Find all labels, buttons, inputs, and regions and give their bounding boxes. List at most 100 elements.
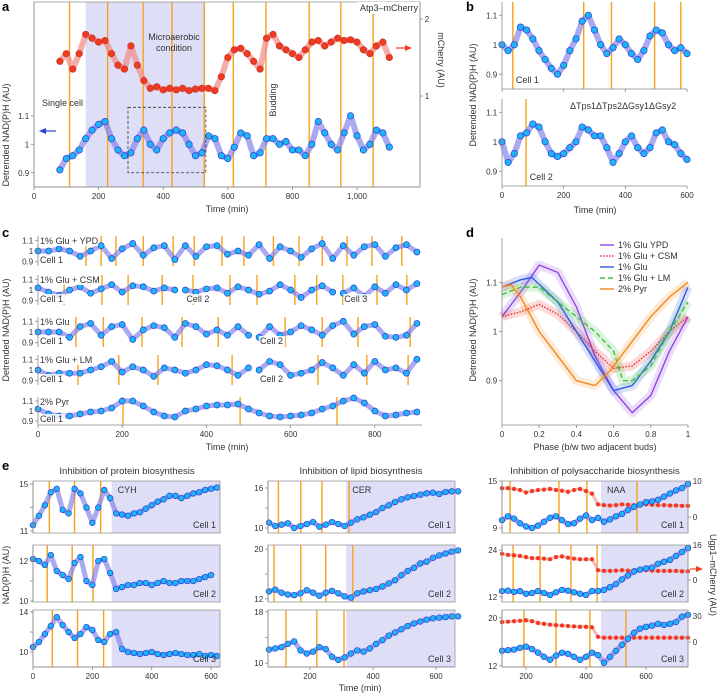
c-row4-cell2-point xyxy=(255,366,263,374)
e-nadph-point xyxy=(341,522,348,530)
a-nadph-point xyxy=(69,152,77,160)
e-nadph-point xyxy=(582,653,590,660)
c-row5-cell1-point xyxy=(382,412,389,420)
e-nadph-point xyxy=(534,649,542,656)
b-cell1-point xyxy=(634,55,642,64)
e-nadph-point xyxy=(588,649,596,656)
c-row3-cell1-point xyxy=(108,323,116,330)
e-nadph-point xyxy=(309,648,317,655)
e-nadph-point xyxy=(429,489,437,496)
c-row1-cell1-point xyxy=(45,247,52,255)
c-row1-cell1-point xyxy=(129,240,137,247)
e-nadph-point xyxy=(265,519,273,526)
e-nadph-point xyxy=(522,523,530,530)
a-mcherry-point xyxy=(179,84,187,92)
d-series-line xyxy=(501,276,689,392)
a-nadph-point xyxy=(366,140,374,148)
a-nadph-point xyxy=(82,135,90,143)
e-nadph-point xyxy=(207,485,215,492)
a-nadph-point xyxy=(153,146,161,154)
a-nadph-point xyxy=(211,135,219,143)
c-row3-cell2-point xyxy=(287,328,294,336)
c-row5-cell1-point xyxy=(192,405,200,413)
c-row2-cell2-point xyxy=(203,285,210,293)
e-nadph-point xyxy=(552,589,560,596)
d-legend-label: 1% Glu + LM xyxy=(618,273,670,283)
a-mcherry-point xyxy=(56,57,64,65)
panel-letter-d: d xyxy=(466,225,474,240)
c-y-tick-label: 1.1 xyxy=(22,236,34,245)
c-row2-cell2-point xyxy=(182,286,189,294)
e-nadph-point xyxy=(303,520,310,528)
a-nadph-point xyxy=(340,129,348,137)
a-nadph-point xyxy=(379,129,387,137)
e-nadph-point xyxy=(455,488,462,495)
e-cell-label: Cell 2 xyxy=(193,589,216,599)
e-mcherry-point xyxy=(523,554,529,560)
e-nadph-point xyxy=(303,650,310,657)
d-x-tick-label: 0 xyxy=(500,430,505,439)
e-mcherry-point xyxy=(655,635,661,640)
e-nadph-point xyxy=(618,510,626,518)
a-single-cell-label: Single cell xyxy=(42,98,83,108)
a-nadph-point xyxy=(172,126,180,134)
c-row5-cell1-point xyxy=(213,401,221,409)
d-x-tick-label: 0.8 xyxy=(645,430,657,439)
a-nadph-point xyxy=(275,140,284,148)
c-row4-cell1-point xyxy=(234,372,242,379)
e-nadph-point xyxy=(136,509,144,516)
a-mcherry-point xyxy=(243,50,251,58)
c-condition-box xyxy=(39,354,94,365)
c-cell-label: Cell 2 xyxy=(186,294,209,304)
e-nadph-point xyxy=(77,630,84,638)
e-mcherry-point xyxy=(673,635,679,640)
a-mcherry-point xyxy=(127,42,135,50)
a-mcherry-point xyxy=(172,86,180,94)
e-nadph-point xyxy=(373,640,380,648)
e-nadph-point xyxy=(65,628,72,636)
c-row3-cell1-point xyxy=(213,326,221,334)
c-row3-cell1-point xyxy=(97,331,105,339)
e-nadph-point xyxy=(53,485,60,492)
e-nadph-point xyxy=(130,649,138,657)
e-nadph-point xyxy=(528,524,536,532)
e-nadph-point xyxy=(316,643,323,651)
c-row3-cell2-point xyxy=(392,334,400,341)
c-x-tick-label: 400 xyxy=(200,430,214,439)
e-nadph-point xyxy=(606,584,614,591)
d-series-line xyxy=(501,281,689,387)
c-row3-cell2-point xyxy=(266,323,273,330)
a-mcherry-point xyxy=(347,36,355,44)
c-row2-cell2-point xyxy=(308,286,316,294)
c-x-tick-label: 200 xyxy=(116,430,130,439)
d-x-tick-label: 0.6 xyxy=(608,430,620,439)
c-row4-cell1-point xyxy=(118,368,126,376)
e-mcherry-point xyxy=(589,625,595,630)
c-row1-cell1-point xyxy=(160,242,168,249)
e-nadph-point xyxy=(678,548,686,556)
e-nadph-point xyxy=(95,557,102,565)
panel-letter-e: e xyxy=(2,458,9,473)
e-nadph-point xyxy=(417,560,424,567)
e-nadph-point xyxy=(624,506,632,514)
e-cell-label: Cell 1 xyxy=(193,520,216,530)
d-xlabel: Phase (b/w two adjacent buds) xyxy=(533,442,656,452)
e-nadph-point xyxy=(95,636,102,644)
a-nadph-point xyxy=(204,132,212,140)
e-nadph-point xyxy=(95,504,102,511)
a-nadph-point xyxy=(127,149,135,157)
e-nadph-point xyxy=(516,520,524,527)
b-cell1-point xyxy=(652,26,660,34)
c-y-tick-label: 1.1 xyxy=(22,275,34,284)
e-nadph-point xyxy=(594,651,602,659)
e-nadph-point xyxy=(546,656,554,663)
e-nadph-point xyxy=(540,589,548,597)
a-nadph-point xyxy=(166,129,174,137)
c-row5-cell1-point xyxy=(160,412,168,420)
e-nadph-point xyxy=(347,519,355,526)
e-mcherry-point xyxy=(541,556,547,561)
a-nadph-point xyxy=(101,117,109,126)
panel-letter-b: b xyxy=(466,0,474,14)
d-series-line xyxy=(501,303,689,370)
a-y-tick-label: 0.9 xyxy=(18,169,30,178)
